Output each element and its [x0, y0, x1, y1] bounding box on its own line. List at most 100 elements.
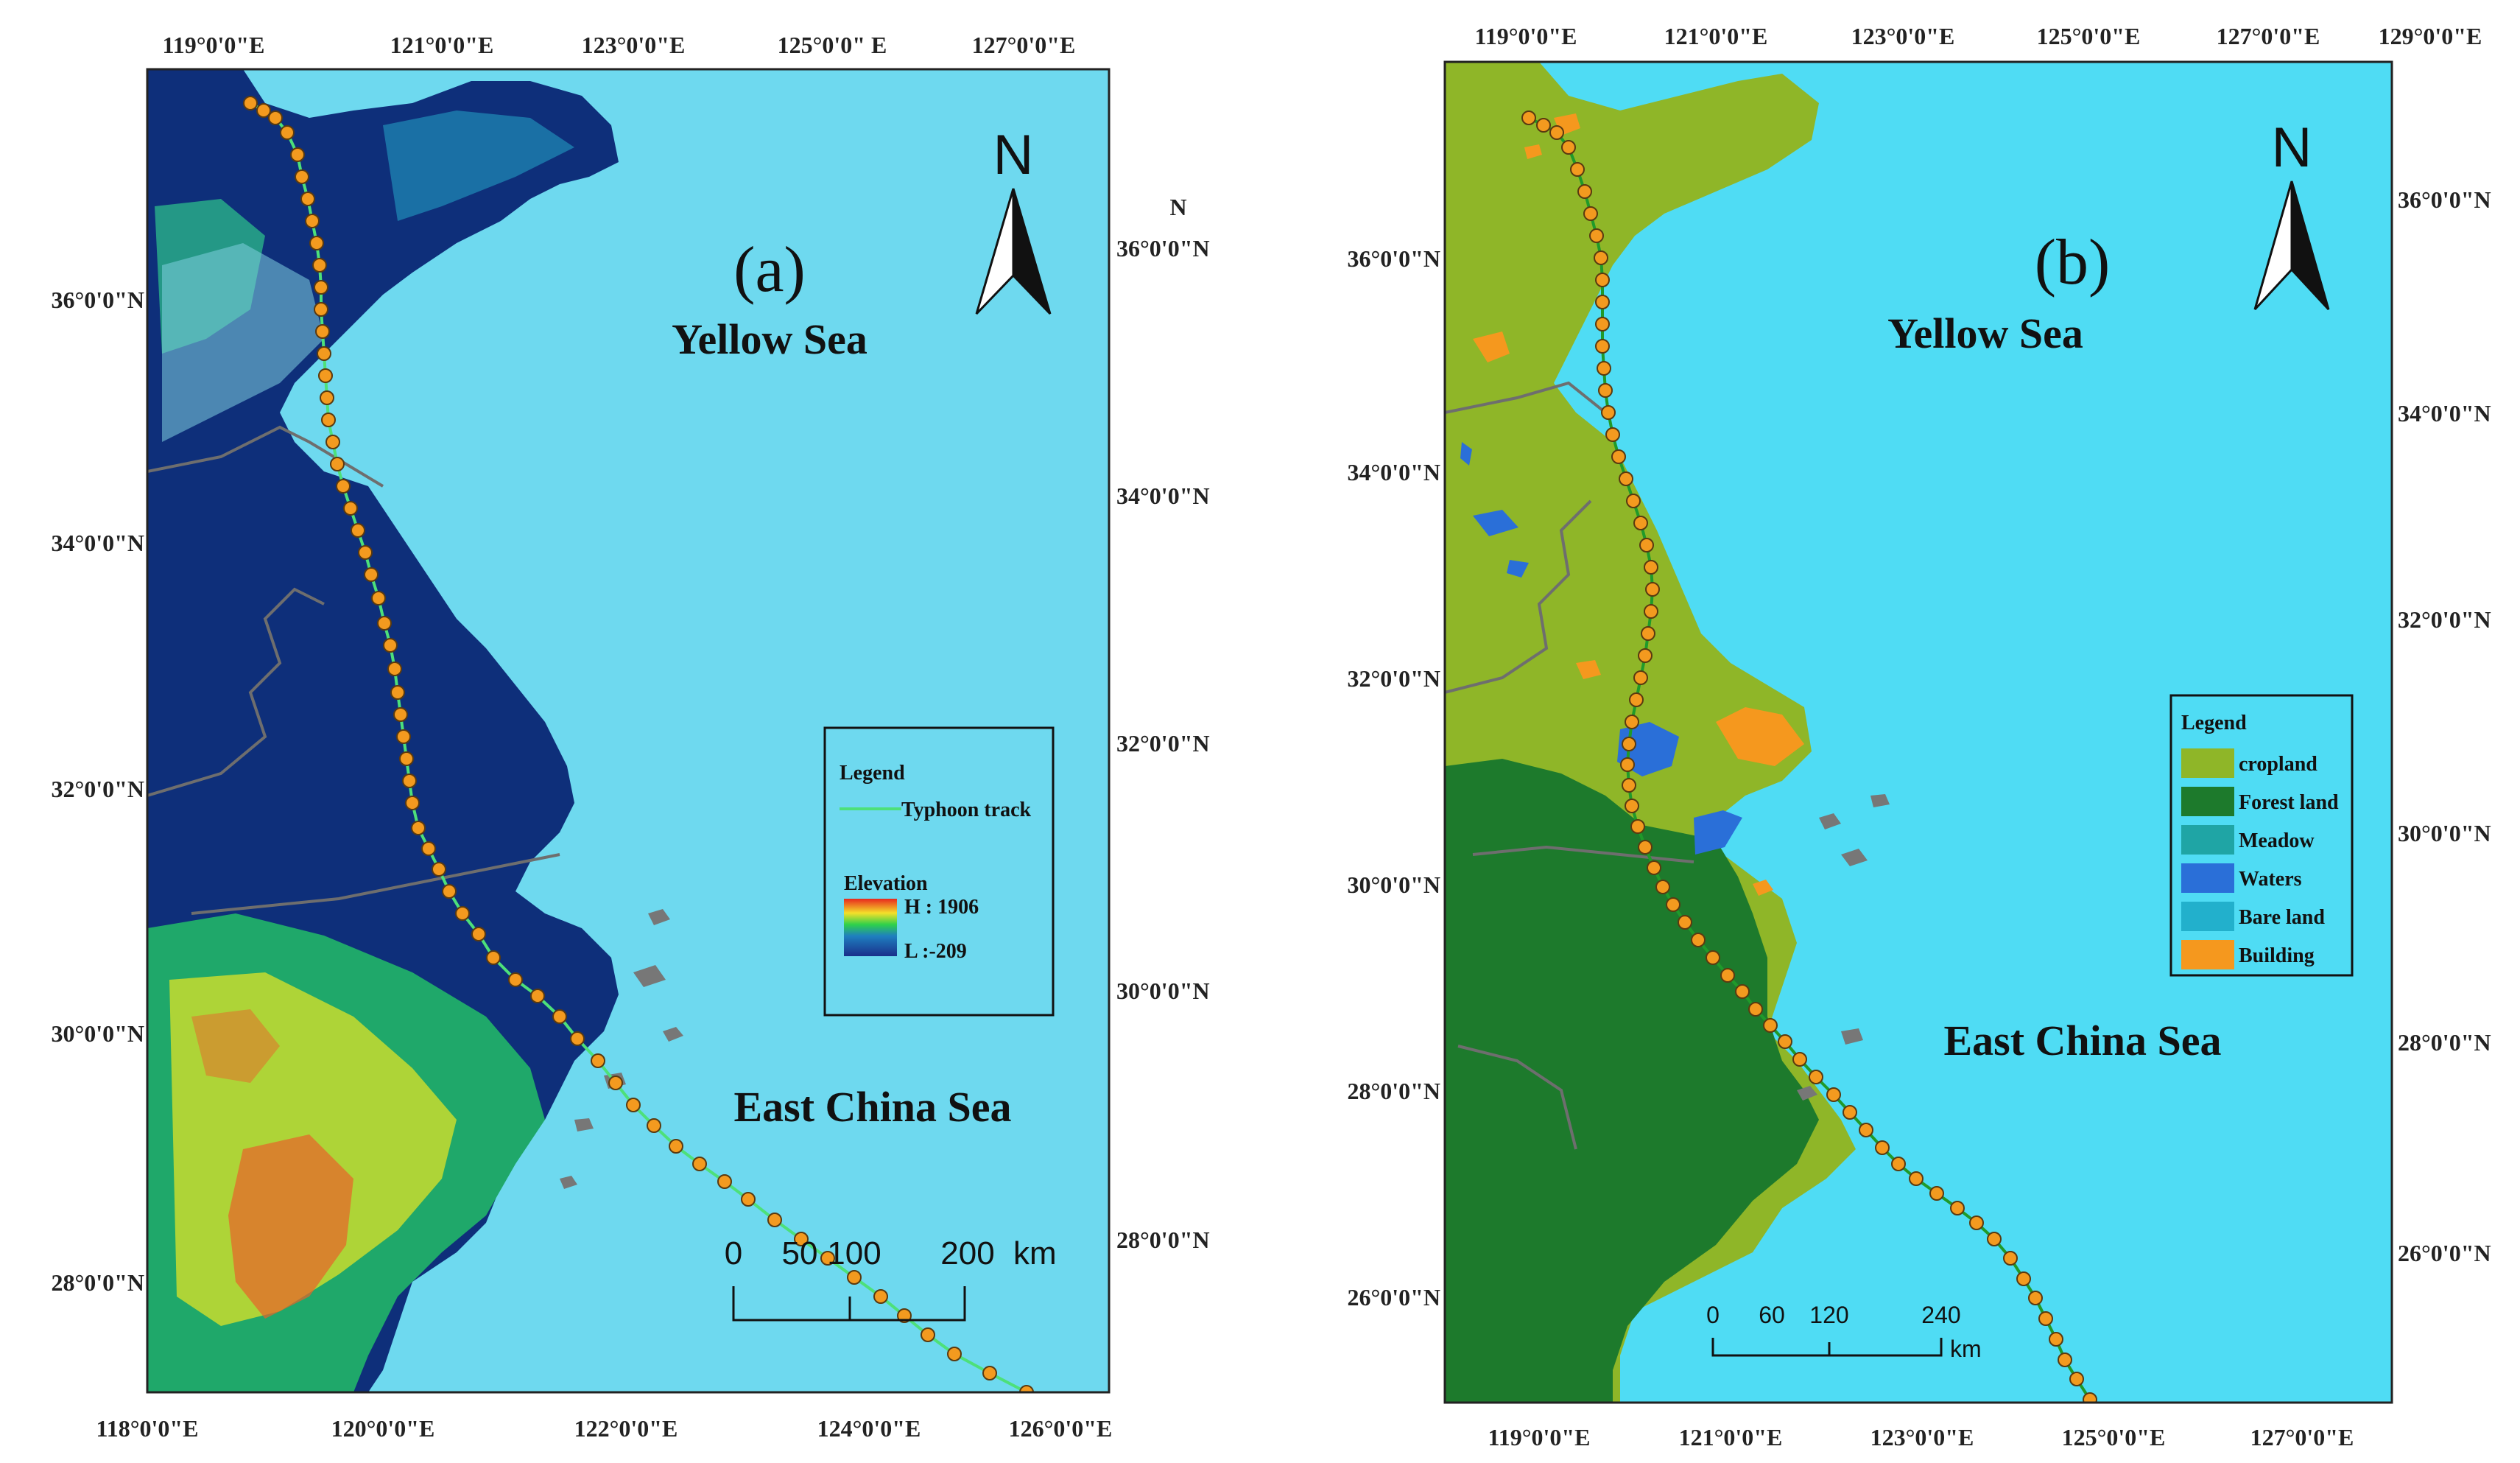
- track-point: [2038, 1311, 2053, 1326]
- panel-a-frame: [146, 68, 1111, 1394]
- track-point: [552, 1009, 567, 1024]
- panel-b-scale-label: 60: [1759, 1302, 1785, 1328]
- panel-a-label: (a): [733, 234, 806, 306]
- track-point: [471, 927, 486, 941]
- track-point: [1598, 383, 1613, 398]
- panel-a-scale-bar: 0 50 100 200 km: [725, 1235, 1057, 1322]
- panel-a-yellow-sea-label: Yellow Sea: [672, 315, 867, 363]
- track-point: [268, 110, 283, 125]
- track-point: [455, 906, 470, 921]
- panel-b-north-arrow-icon: N: [2253, 116, 2330, 311]
- track-point: [2069, 1372, 2084, 1386]
- track-point: [741, 1192, 756, 1207]
- track-point: [2049, 1332, 2063, 1347]
- track-point: [1792, 1052, 1807, 1067]
- panel-b-right-tick: 36°0'0"N: [2398, 186, 2491, 213]
- legend-item-label: Meadow: [2239, 829, 2315, 852]
- track-point: [300, 192, 315, 206]
- panel-b-map: [1445, 62, 2392, 1403]
- track-point: [820, 1251, 835, 1266]
- legend-item-label: cropland: [2239, 753, 2317, 776]
- panel-a-bottom-ticks: 118°0'0"E 120°0'0"E 122°0'0"E 124°0'0"E …: [96, 1415, 1112, 1442]
- panel-a-right-tick: 34°0'0"N: [1116, 483, 1210, 509]
- track-point: [1666, 897, 1680, 912]
- legend-swatch: [2181, 748, 2234, 778]
- panel-a-terrain-peninsula: [383, 110, 574, 221]
- panel-b-left-ticks: 36°0'0"N 34°0'0"N 32°0'0"N 30°0'0"N 28°0…: [1347, 245, 1440, 1311]
- panel-b-right-tick: 32°0'0"N: [2398, 606, 2491, 633]
- track-point: [1929, 1186, 1944, 1201]
- track-point: [921, 1327, 935, 1342]
- panel-b-legend-items: cropland Forest land Meadow Waters Bare land…: [2181, 748, 2339, 969]
- panel-b-top-ticks: 119°0'0"E 121°0'0"E 123°0'0"E 125°0'0"E …: [1474, 23, 2482, 49]
- panel-a-top-tick: 119°0'0"E: [162, 32, 264, 58]
- panel-a-left-tick: 34°0'0"N: [51, 530, 144, 556]
- track-point: [1597, 361, 1611, 376]
- legend-swatch: [2181, 787, 2234, 816]
- panel-a-left-tick: 30°0'0"N: [51, 1020, 144, 1047]
- track-point: [442, 884, 457, 899]
- track-point: [399, 751, 414, 766]
- track-point: [591, 1053, 605, 1068]
- track-point: [315, 324, 330, 339]
- track-point: [626, 1098, 641, 1112]
- track-point: [405, 796, 420, 810]
- track-point: [343, 501, 358, 516]
- track-point: [1630, 819, 1645, 834]
- track-point: [1622, 737, 1636, 751]
- track-point: [2028, 1291, 2043, 1305]
- panel-b-left-tick: 32°0'0"N: [1347, 665, 1440, 692]
- panel-b-right-tick: 30°0'0"N: [2398, 820, 2491, 846]
- legend-item-label: Building: [2239, 944, 2315, 967]
- panel-a-right-tick: 32°0'0"N: [1116, 730, 1210, 757]
- track-point: [318, 368, 333, 383]
- track-point: [1641, 626, 1655, 641]
- track-point: [608, 1076, 623, 1090]
- track-point: [982, 1366, 997, 1380]
- track-point: [1605, 427, 1620, 442]
- track-point: [1521, 110, 1536, 125]
- track-point: [1594, 250, 1608, 265]
- track-point: [317, 346, 331, 361]
- track-point: [358, 545, 373, 560]
- panel-a-province-boundary: [147, 425, 560, 915]
- panel-b-top-tick: 121°0'0"E: [1664, 23, 1768, 49]
- panel-b-north-letter: N: [2272, 116, 2312, 179]
- panel-a-top-tick: 123°0'0"E: [582, 32, 686, 58]
- panel-a-terrain-south-red: [228, 1134, 353, 1319]
- panel-a-top-tick: 125°0'0" E: [778, 32, 887, 58]
- panel-b-bottom-tick: 127°0'0"E: [2250, 1424, 2354, 1450]
- track-point: [2083, 1392, 2097, 1403]
- track-point: [1638, 840, 1653, 855]
- panel-a-top-tick: 127°0'0"E: [972, 32, 1076, 58]
- track-point: [1595, 295, 1610, 309]
- panel-b-legend-title: Legend: [2181, 712, 2247, 734]
- track-point: [1875, 1140, 1890, 1155]
- panel-b-top-tick: 129°0'0"E: [2379, 23, 2482, 49]
- track-point: [1691, 933, 1706, 947]
- track-point: [1969, 1215, 1984, 1230]
- track-point: [256, 103, 271, 118]
- panel-b-province-boundary: [1445, 381, 1694, 1150]
- panel-b-bottom-tick: 123°0'0"E: [1870, 1424, 1974, 1450]
- track-point: [530, 989, 545, 1003]
- track-point: [383, 638, 398, 653]
- track-point: [1577, 184, 1592, 199]
- track-point: [325, 435, 340, 449]
- legend-item-label: Bare land: [2239, 906, 2325, 929]
- panel-b-waters: [1460, 442, 1742, 855]
- track-point: [1859, 1123, 1873, 1137]
- track-point: [692, 1157, 707, 1171]
- panel-a-top-ticks: 119°0'0"E 121°0'0"E 123°0'0"E 125°0'0" E…: [162, 32, 1075, 58]
- track-point: [1720, 968, 1735, 983]
- panel-a-bottom-tick: 120°0'0"E: [331, 1415, 435, 1442]
- panel-b-bottom-tick: 125°0'0"E: [2062, 1424, 2166, 1450]
- panel-b-legend: Legend cropland Forest land Meadow Waters Ba…: [2169, 694, 2354, 977]
- panel-a-top-tick: 121°0'0"E: [390, 32, 494, 58]
- panel-a-right-tick: 30°0'0"N: [1116, 978, 1210, 1004]
- panel-a-terrain-north2: [162, 243, 324, 442]
- track-point: [330, 457, 345, 471]
- track-point: [1629, 692, 1644, 707]
- panel-b-scale-bar: 0 60 120 240 km: [1706, 1302, 1982, 1362]
